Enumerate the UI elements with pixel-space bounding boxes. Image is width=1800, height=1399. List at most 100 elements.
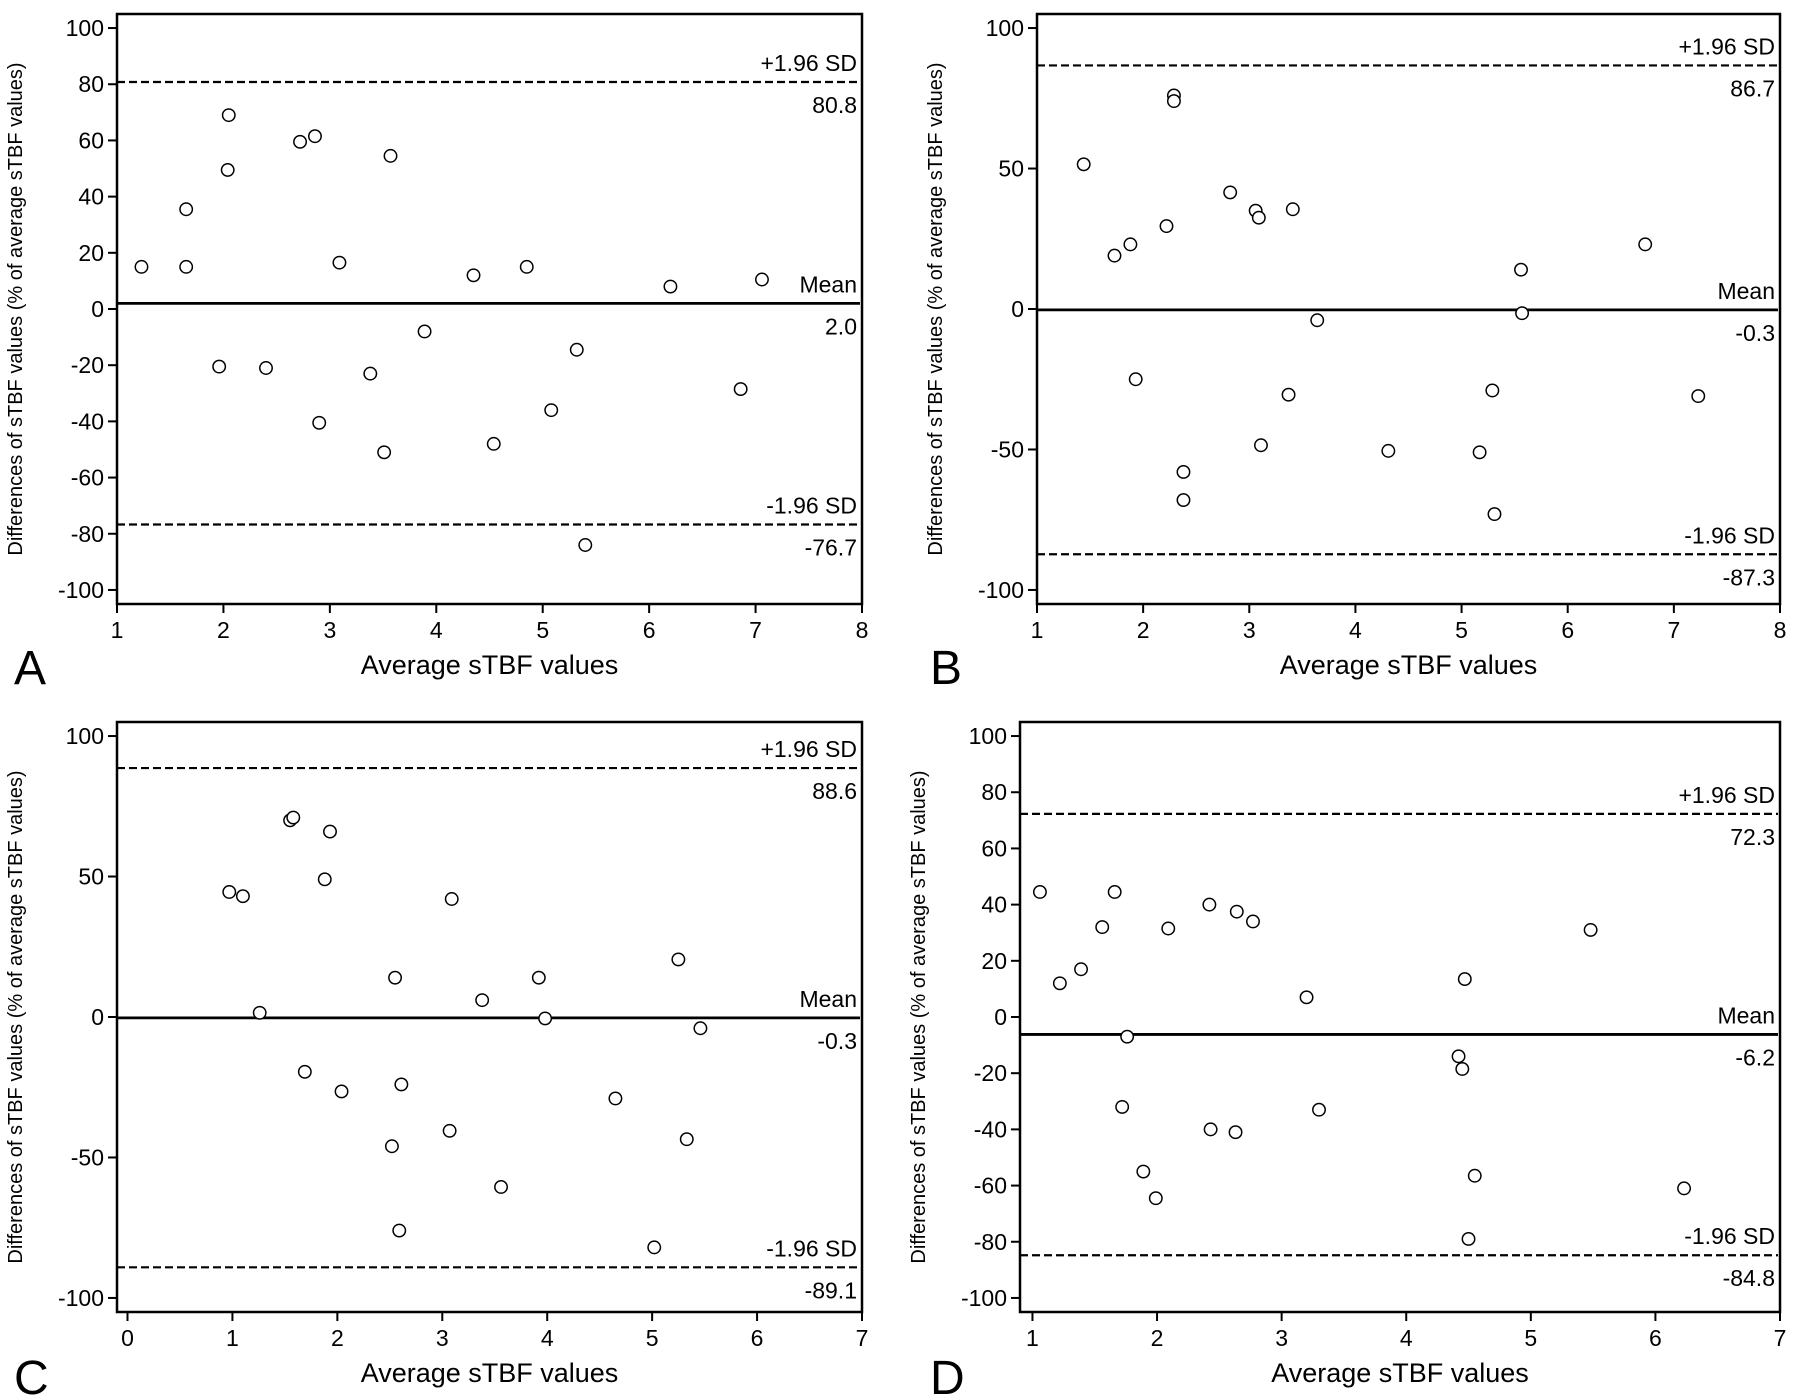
x-tick-label-a: 4 [430, 617, 443, 643]
y-tick-label-d: 60 [981, 835, 1007, 861]
x-tick-label-b: 6 [1561, 617, 1574, 643]
x-tick-label-a: 2 [217, 617, 230, 643]
ref-value-plusminus-1-96-sd-c: 88.6 [812, 778, 857, 804]
data-point-d [1583, 922, 1598, 937]
data-point-d [1312, 1102, 1326, 1117]
data-point-c [384, 1139, 399, 1154]
data-point-a [293, 134, 308, 149]
x-axis-label-d: Average sTBF values [1271, 1358, 1529, 1388]
data-point-b [1281, 387, 1296, 402]
data-point-d [1228, 1125, 1243, 1140]
panel-a: -100 -80 -60 -40 -20 0 20 40 60 80 100 1 2 3 4 5 6 7 8 Aver… [5, 12, 868, 695]
data-point-a [417, 324, 432, 339]
plot-frame-d [1018, 720, 1782, 1314]
data-point-c [538, 1011, 553, 1026]
data-point-c [222, 885, 237, 899]
x-tick-label-c: 0 [121, 1325, 134, 1351]
data-point-b [1472, 445, 1487, 460]
data-point-b [1128, 372, 1143, 387]
y-tick-label-d: 80 [981, 779, 1007, 805]
data-point-b [1176, 465, 1191, 479]
y-tick-label-a: 40 [78, 184, 104, 210]
panel-c: -100 -50 0 50 100 0 1 2 3 4 5 6 7 Average sTBF values… [5, 720, 869, 1399]
data-point-b [1285, 202, 1300, 217]
data-point-b [1310, 313, 1325, 328]
ref-value-minus-1-96-sd-a: -76.7 [805, 534, 857, 560]
data-point-c [679, 1132, 694, 1147]
plot-frame-a [115, 12, 864, 606]
x-tick-label-c: 7 [856, 1325, 869, 1351]
y-tick-label-c: -50 [71, 1144, 104, 1170]
ref-value-minus-1-96-sd-c: -89.1 [805, 1277, 857, 1303]
data-point-a [578, 538, 593, 552]
data-point-d [1246, 914, 1260, 929]
data-point-b [1515, 306, 1530, 321]
data-point-a [312, 415, 327, 430]
x-tick-label-a: 7 [749, 617, 762, 643]
y-tick-label-c: 100 [66, 723, 104, 749]
data-point-d [1455, 1062, 1470, 1076]
data-point-a [179, 202, 194, 217]
x-tick-label-b: 5 [1455, 617, 1468, 643]
y-tick-label-b: -50 [991, 436, 1024, 462]
data-point-d [1461, 1232, 1476, 1246]
y-tick-label-c: 50 [78, 864, 104, 890]
data-point-d [1095, 920, 1110, 935]
ref-value-minus-1-96-sd-d: -84.8 [1723, 1265, 1775, 1291]
ref-value-mean-a: 2.0 [825, 313, 857, 339]
data-point-d [1120, 1029, 1135, 1044]
data-point-c [334, 1084, 349, 1099]
data-point-c [235, 889, 250, 904]
data-point-a [221, 108, 236, 123]
y-tick-label-a: -60 [71, 465, 104, 491]
data-point-a [308, 129, 322, 144]
data-point-d [1074, 962, 1088, 977]
data-point-d [1161, 921, 1176, 936]
y-tick-label-b: -100 [978, 577, 1024, 603]
x-tick-label-b: 3 [1243, 617, 1256, 643]
y-tick-label-a: -40 [71, 408, 104, 434]
data-point-d [1052, 976, 1067, 991]
y-tick-label-d: 40 [981, 892, 1007, 918]
y-tick-label-a: 20 [78, 240, 104, 266]
ref-name-plusminus-1-96-sd-b: +1.96 SD [1678, 33, 1775, 59]
data-point-d [1202, 897, 1217, 912]
ref-name-mean-c: Mean [799, 986, 857, 1012]
ref-name-minus-1-96-sd-d: -1.96 SD [1684, 1223, 1775, 1249]
data-point-b [1638, 237, 1653, 252]
data-point-a [212, 359, 227, 374]
x-tick-label-c: 2 [331, 1325, 344, 1351]
data-point-a [466, 268, 481, 283]
ref-name-mean-b: Mean [1717, 278, 1775, 304]
data-point-a [134, 259, 149, 274]
data-point-d [1203, 1122, 1218, 1137]
data-point-c [323, 824, 337, 839]
ref-name-mean-d: Mean [1717, 1002, 1775, 1028]
data-point-b [1166, 94, 1181, 109]
panel-letter-d: D [930, 1352, 965, 1399]
panel-letter-b: B [930, 642, 962, 695]
x-tick-label-b: 8 [1774, 617, 1787, 643]
data-point-d [1457, 972, 1472, 987]
y-tick-label-d: -20 [974, 1060, 1007, 1086]
ref-value-mean-d: -6.2 [1735, 1044, 1775, 1070]
panel-b: -100 -50 0 50 100 1 2 3 4 5 6 7 8 Average sTBF values… [925, 12, 1787, 695]
ref-value-plusminus-1-96-sd-b: 86.7 [1730, 75, 1775, 101]
data-point-b [1254, 438, 1268, 453]
data-point-c [494, 1180, 508, 1194]
y-tick-label-d: -40 [974, 1116, 1007, 1142]
data-point-c [647, 1240, 662, 1255]
ref-value-mean-b: -0.3 [1735, 320, 1775, 346]
ref-name-minus-1-96-sd-b: -1.96 SD [1684, 522, 1775, 548]
data-point-a [486, 436, 501, 451]
x-tick-label-c: 5 [646, 1325, 659, 1351]
data-point-c [693, 1021, 708, 1036]
y-tick-label-b: 100 [986, 15, 1024, 41]
x-tick-label-a: 1 [111, 617, 124, 643]
data-point-b [1123, 237, 1138, 252]
x-tick-label-c: 4 [541, 1325, 554, 1351]
data-point-b [1485, 383, 1500, 398]
data-point-a [259, 361, 273, 375]
data-point-b [1176, 493, 1191, 507]
data-point-a [220, 162, 235, 177]
